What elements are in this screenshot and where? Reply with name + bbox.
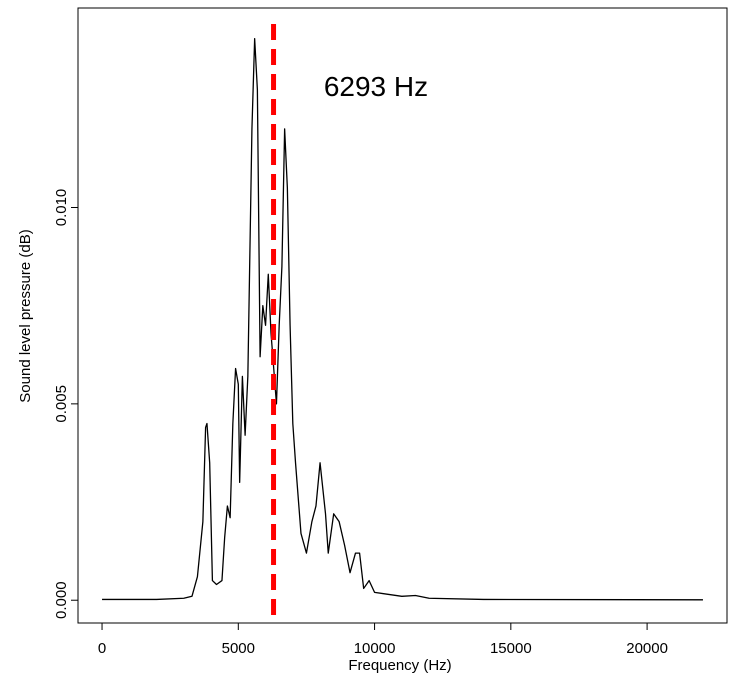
y-axis-label: Sound level pressure (dB) [17, 229, 34, 402]
annotation: 6293 Hz [324, 71, 428, 102]
x-tick-label: 5000 [222, 640, 255, 657]
x-tick-label: 15000 [490, 640, 532, 657]
spectrum-line [102, 37, 703, 601]
x-tick-label: 0 [98, 640, 106, 657]
y-tick-label: 0.010 [53, 189, 70, 227]
x-axis-label: Frequency (Hz) [348, 657, 451, 674]
y-tick-label: 0.000 [53, 581, 70, 619]
x-tick-label: 10000 [354, 640, 396, 657]
x-tick-label: 20000 [626, 640, 668, 657]
y-tick-label: 0.005 [53, 385, 70, 423]
